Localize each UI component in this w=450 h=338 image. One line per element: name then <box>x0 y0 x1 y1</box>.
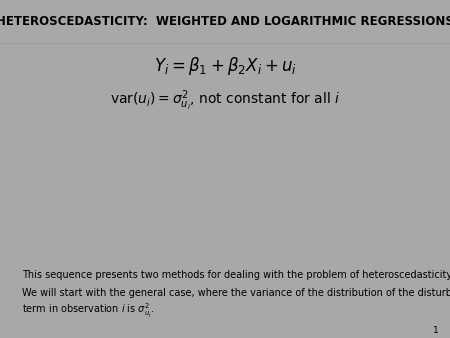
Text: term in observation $i$ is $\sigma_{u_i}^2$.: term in observation $i$ is $\sigma_{u_i}… <box>22 302 154 320</box>
Text: HETEROSCEDASTICITY:  WEIGHTED AND LOGARITHMIC REGRESSIONS: HETEROSCEDASTICITY: WEIGHTED AND LOGARIT… <box>0 16 450 28</box>
Text: This sequence presents two methods for dealing with the problem of heteroscedast: This sequence presents two methods for d… <box>22 270 450 280</box>
Text: 1: 1 <box>433 325 439 335</box>
Text: $\mathrm{var}(u_i) = \sigma_{u_i}^2$, not constant for all $i$: $\mathrm{var}(u_i) = \sigma_{u_i}^2$, no… <box>110 89 340 113</box>
Text: $Y_i = \beta_1 + \beta_2 X_i + u_i$: $Y_i = \beta_1 + \beta_2 X_i + u_i$ <box>153 55 297 77</box>
Text: We will start with the general case, where the variance of the distribution of t: We will start with the general case, whe… <box>22 288 450 298</box>
